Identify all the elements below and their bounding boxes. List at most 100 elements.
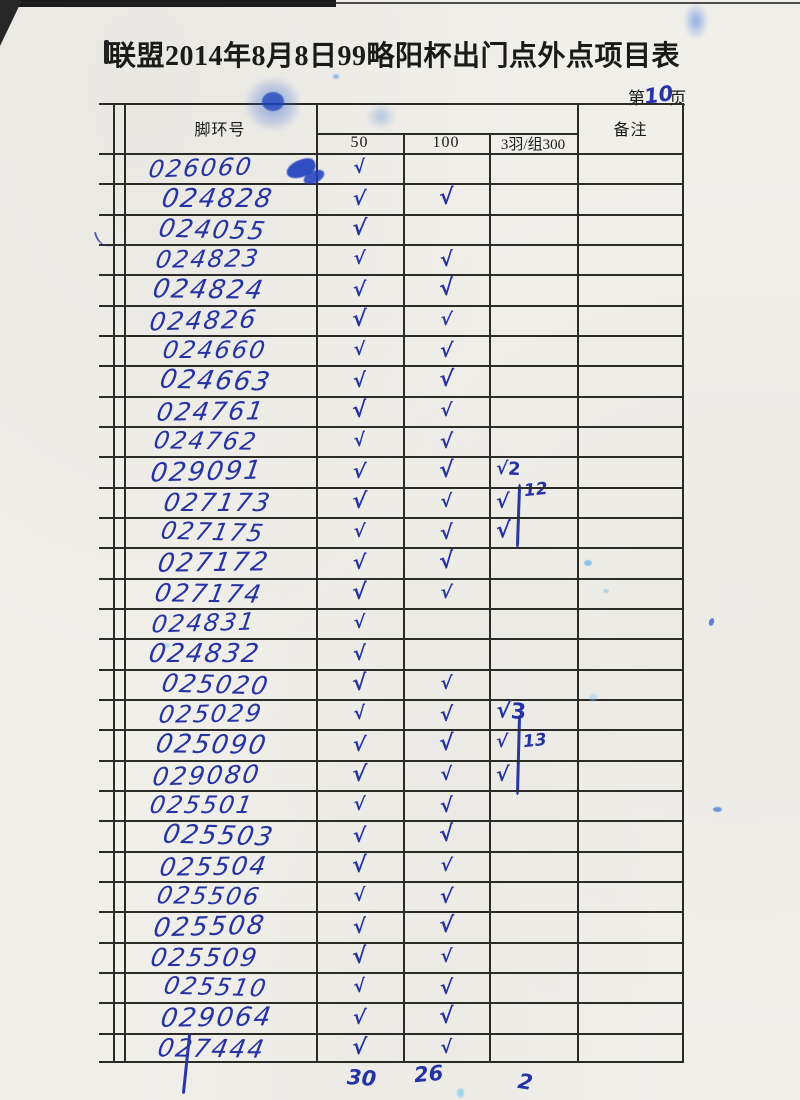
table-grid-line [489,133,491,1063]
total-col-300: 2 [516,1069,535,1095]
table-grid-line [99,305,684,307]
table-grid-line [99,274,684,276]
table-row: 025503 √ √ [113,819,684,853]
table-grid-line [99,214,684,216]
check-50: √ [353,338,366,361]
ring-number: 024826 [147,304,260,337]
ring-number: 027173 [161,487,274,517]
check-300: √ [495,761,510,786]
check-100: √ [439,883,454,909]
check-50: √ [352,579,367,605]
check-100: √ [439,581,454,604]
table-row: 027175 √ √ √ [113,517,684,548]
check-100: √ [440,672,453,694]
table-grid-line [99,335,684,337]
ring-number: 024761 [154,395,267,427]
ring-number: 029080 [150,759,263,792]
table-row: 027172 √ √ [113,547,684,580]
ring-number: 027174 [152,577,266,609]
ring-number: 025503 [160,819,278,853]
ring-number: 024663 [157,364,275,398]
check-300: √ [495,518,511,544]
table-grid-line [99,183,684,185]
table-row: 024055 √ [113,213,684,246]
check-50: √ [351,215,368,242]
table-border-bottom [99,1061,684,1063]
table-row: 029064 √ √ [113,1002,684,1035]
check-100: √ [439,975,454,999]
check-100: √ [438,731,455,757]
header-ring-column: 脚环号 [194,122,246,139]
check-100: √ [440,490,453,512]
table-row: 029091 √ √ √2 [113,455,684,489]
ring-number: 025508 [151,910,268,944]
check-100: √ [439,702,454,726]
header-col-50: 50 [350,134,369,151]
table-grid-line [99,517,684,519]
table-row: 024824 √ √ [113,274,684,307]
ink-speck [707,617,716,627]
table-border-right [682,103,684,1063]
check-50: √ [352,306,367,332]
table-grid-line [99,760,684,762]
table-row: 024831 √ [113,607,684,639]
ring-number: 025504 [157,850,270,882]
check-100: √ [440,945,453,967]
check-100: √ [439,429,454,453]
table-grid-line [99,1033,684,1035]
table-grid-line [99,608,684,610]
table-row: 026060 √ [113,153,684,184]
check-100: √ [440,763,453,785]
ink-speck [457,1088,464,1098]
table-row: 025029 √ √ √3 [113,698,684,729]
ring-number: 024832 [146,639,263,670]
check-50: √ [352,914,367,939]
check-100: √ [438,367,455,393]
check-50: √ [352,277,367,302]
ink-smudge [684,2,708,40]
check-300: √ [495,731,509,753]
check-100: √ [440,1036,453,1058]
table-grid-line [99,456,684,458]
check-50: √ [353,247,366,270]
ring-number: 029064 [158,1002,275,1035]
table-grid-line [99,669,684,671]
table-row: 024761 √ √ [113,396,684,426]
header-col-100: 100 [432,134,460,151]
ink-smudge [93,228,115,250]
ring-number: 029091 [148,455,265,489]
check-50: √ [352,641,367,666]
check-100: √ [439,337,454,363]
table-grid-line [99,638,684,640]
table-row: 027444 √ √ [113,1033,684,1063]
table-border-left [113,103,115,1063]
ring-number: 025510 [161,971,271,1003]
page-title: 联盟2014年8月8日99略阳杯出门点外点项目表 [108,41,681,72]
ring-number: 024055 [156,213,270,246]
table-grid-line [99,396,684,398]
table-row: 024826 √ √ [113,304,684,337]
ring-number: 025501 [147,791,257,819]
check-50: √ [351,1034,368,1061]
ring-number: 025020 [159,668,273,701]
table-grid-line [99,820,684,822]
check-100: √ [438,913,455,939]
table-row: 024823 √ √ [113,244,684,274]
ink-speck [713,807,722,812]
table-row: 024828 √ √ [113,183,684,215]
check-300: √2 [495,458,522,481]
ring-number: 024831 [149,607,258,639]
ring-number: 024828 [159,184,276,215]
table-row: 024660 √ √ [113,335,684,365]
ink-speck [165,643,170,648]
table-row: 029080 √ √ √ [113,759,684,792]
check-50: √ [352,1004,368,1030]
ink-speck [589,694,597,701]
table-grid-line [124,103,126,1063]
scan-edge-line [0,2,800,4]
table-row: 024762 √ √ [113,426,684,456]
ring-number: 025029 [156,699,266,729]
ring-number-table: 脚环号 50 100 3羽/组300 备注 12 13 026060 √ 02482… [99,103,684,1063]
cutoff-character-mark [104,40,109,64]
table-row: 027174 √ √ [113,578,684,608]
